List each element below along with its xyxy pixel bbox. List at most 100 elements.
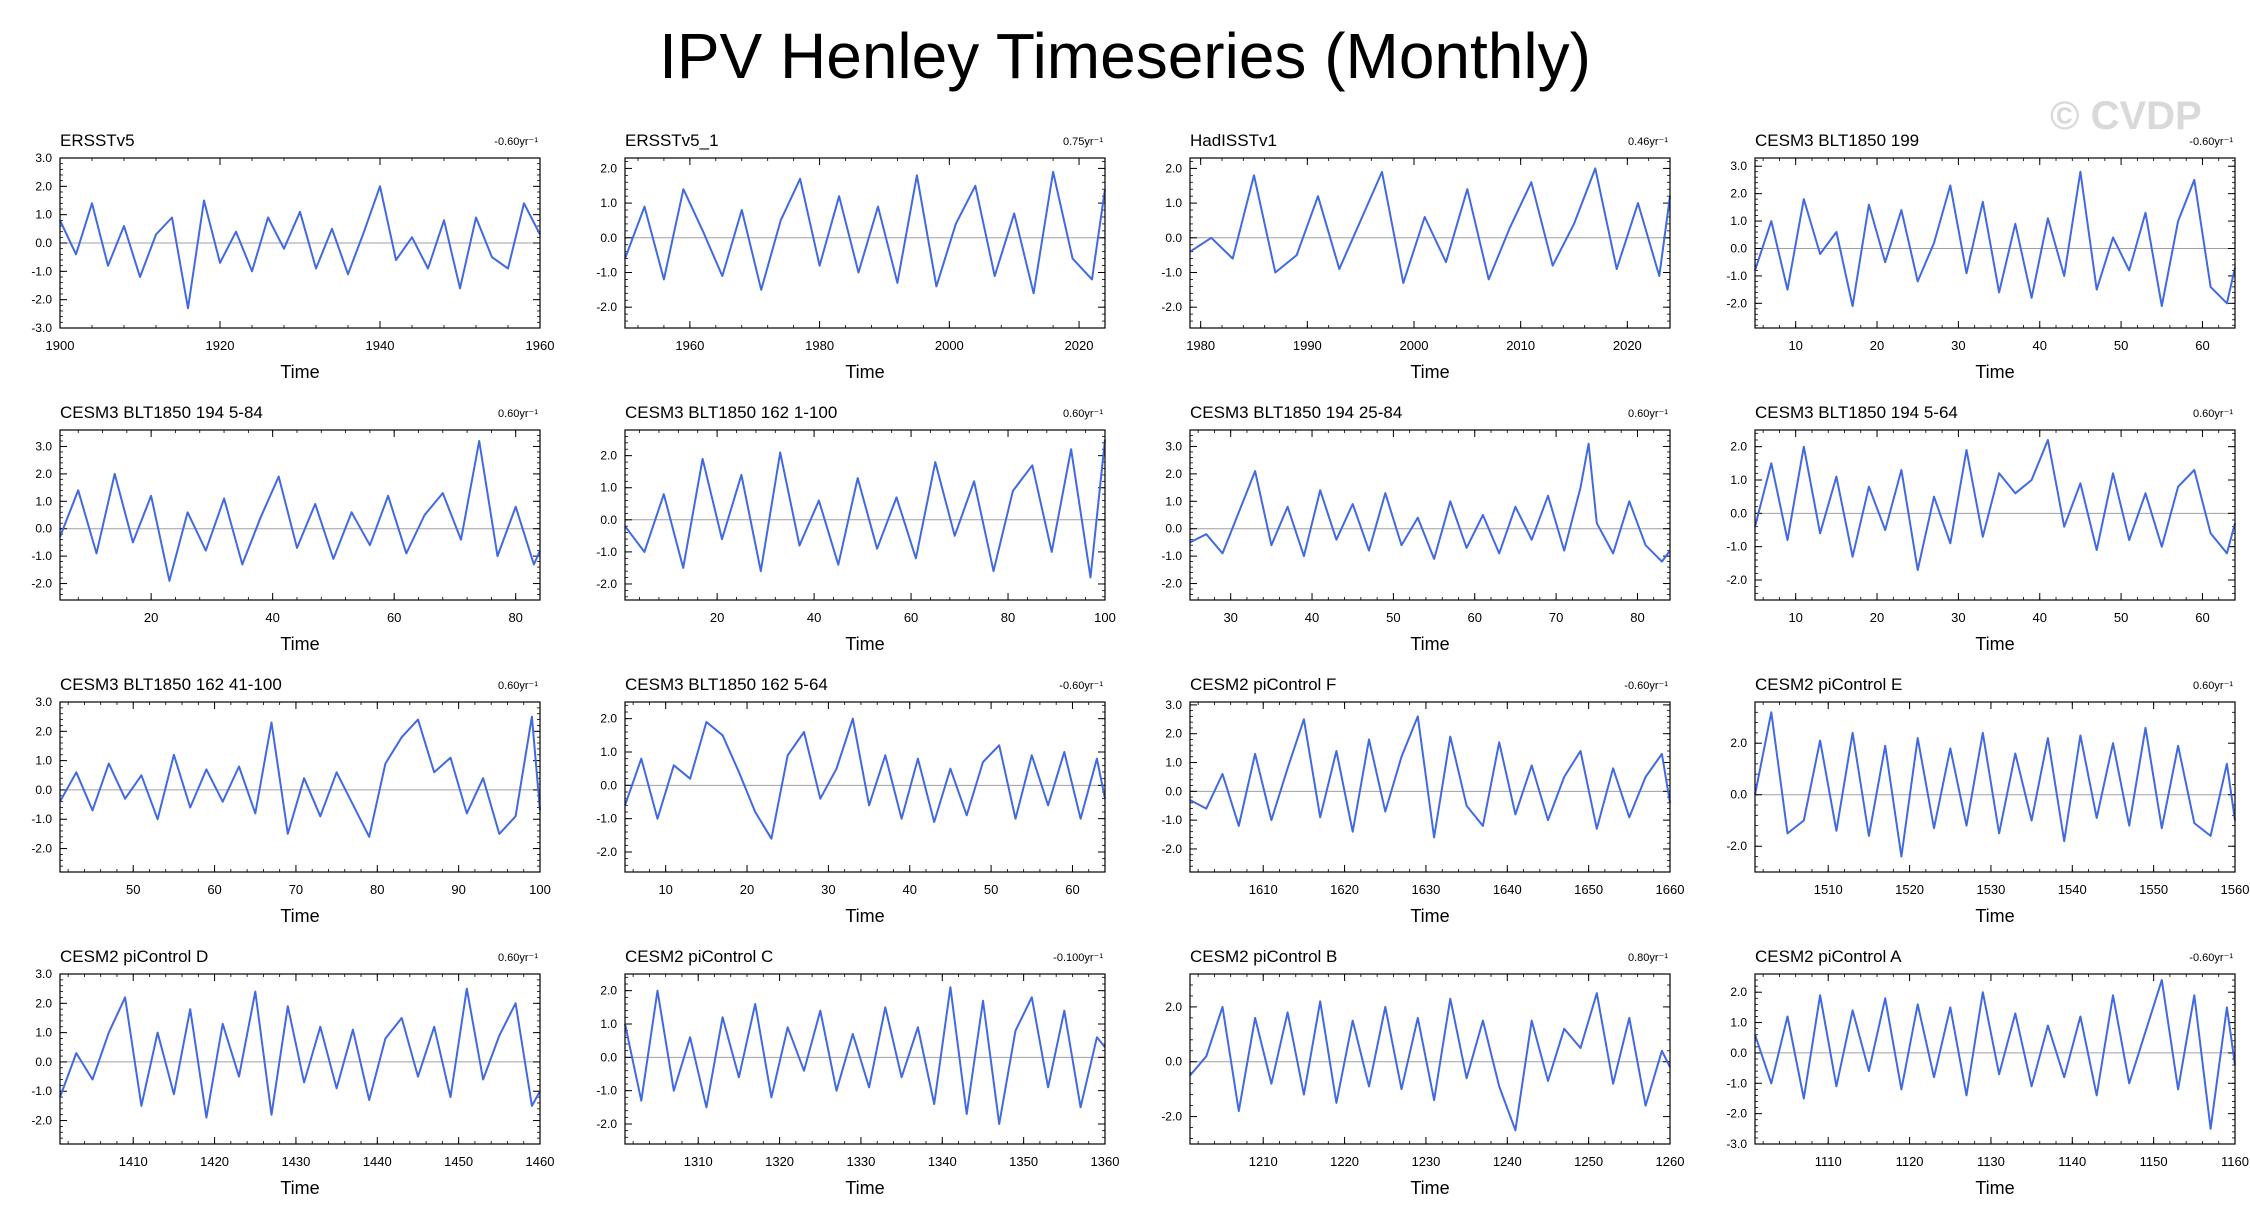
chart-panel-11: CESM2 piControl F -0.60yr⁻¹ -2.0 -1.0 0.0 1.0… [1161,675,1684,926]
plot-frame [1754,701,2236,873]
chart-panel-4: CESM3 BLT1850 199 -0.60yr⁻¹ -2.0 -1.0 0.0 1.0… [1726,131,2236,382]
chart-panel-13: CESM2 piControl D 0.60yr⁻¹ -2.0 -1.0 0.0 1.0 2… [31,947,554,1198]
y-tick-label: 2.0 [35,996,52,1010]
x-tick-label: 1260 [1656,1154,1685,1169]
y-tick-label: 1.0 [600,1017,617,1031]
y-tick-label: -2.0 [1726,1107,1747,1121]
y-tick-label: -1.0 [31,812,52,826]
series-line [59,987,541,1119]
y-tick-label: 1.0 [1730,1016,1747,1030]
y-tick-label: 3.0 [1165,439,1182,453]
trend-label: -0.100yr⁻¹ [1053,952,1103,964]
y-tick-label: 1.0 [1165,196,1182,210]
series-line [624,170,1106,295]
x-tick-label: 10 [1788,338,1802,353]
plot-frame [1189,157,1671,329]
x-axis-label: Time [845,634,884,654]
panel-title: CESM3 BLT1850 194 5-84 [60,403,263,422]
y-tick-label: -1.0 [1161,813,1182,827]
y-tick-label: 3.0 [1165,698,1182,712]
y-tick-label: 2.0 [35,179,52,193]
trend-label: -0.60yr⁻¹ [494,136,538,148]
y-tick-label: -2.0 [596,577,617,591]
chart-panel-1: ERSSTv5 -0.60yr⁻¹ -3.0 -2.0 -1.0 0.0 1.0 2.0 3.0… [31,131,554,382]
x-tick-label: 1630 [1411,882,1440,897]
x-tick-label: 1650 [1574,882,1603,897]
y-tick-label: 0.0 [600,1050,617,1064]
y-tick-label: 1.0 [35,208,52,222]
x-tick-label: 1250 [1574,1154,1603,1169]
panel-title: HadISSTv1 [1190,131,1277,150]
trend-label: 0.46yr⁻¹ [1628,136,1668,148]
y-tick-label: 1.0 [1165,756,1182,770]
x-tick-label: 10 [658,882,672,897]
x-tick-label: 40 [265,610,279,625]
x-tick-label: 70 [1549,610,1563,625]
y-tick-label: -2.0 [1161,842,1182,856]
x-tick-label: 40 [903,882,917,897]
plot-frame [59,429,541,601]
x-tick-label: 1540 [2058,882,2087,897]
series-line [1189,992,1671,1132]
watermark: © CVDP [2050,94,2202,138]
y-tick-label: -1.0 [596,265,617,279]
x-tick-label: 100 [529,882,551,897]
x-tick-label: 40 [807,610,821,625]
x-tick-label: 1120 [1896,1154,1924,1169]
chart-panel-7: CESM3 BLT1850 194 25-84 0.60yr⁻¹ -2.0 -1.0 0… [1161,403,1671,654]
y-tick-label: -2.0 [31,1114,52,1128]
y-tick-label: 1.0 [600,481,617,495]
x-tick-label: 40 [2033,338,2047,353]
series-line [1189,167,1671,284]
plot-frame [1189,701,1671,873]
chart-panel-14: CESM2 piControl C -0.100yr⁻¹ -2.0 -1.0 0.0 1.… [596,947,1119,1198]
x-tick-label: 20 [1870,610,1884,625]
y-tick-label: -2.0 [1726,573,1747,587]
plot-frame [59,157,541,329]
x-tick-label: 50 [2114,610,2128,625]
x-tick-label: 1550 [2139,882,2168,897]
plot-frame [624,701,1106,873]
y-tick-label: 3.0 [35,439,52,453]
chart-panel-6: CESM3 BLT1850 162 1-100 0.60yr⁻¹ -2.0 -1.0 0… [596,403,1116,654]
x-tick-label: 20 [144,610,158,625]
x-tick-label: 60 [387,610,401,625]
panel-title: CESM3 BLT1850 162 1-100 [625,403,837,422]
panel-title: CESM2 piControl F [1190,675,1336,694]
y-tick-label: 0.0 [1730,1046,1747,1060]
y-tick-label: 0.0 [1165,522,1182,536]
y-tick-label: -1.0 [31,1084,52,1098]
x-tick-label: 1350 [1009,1154,1038,1169]
x-tick-label: 1130 [1977,1154,2005,1169]
y-tick-label: -2.0 [596,300,617,314]
y-tick-label: 3.0 [35,695,52,709]
series-line [1189,715,1671,839]
x-tick-label: 80 [370,882,384,897]
trend-label: 0.60yr⁻¹ [2193,680,2233,692]
y-tick-label: -1.0 [31,549,52,563]
x-tick-label: 30 [1951,338,1965,353]
plot-frame [1754,973,2236,1145]
y-tick-label: 0.0 [1730,788,1747,802]
y-tick-label: -1.0 [1726,540,1747,554]
x-tick-label: 30 [821,882,835,897]
x-tick-label: 1110 [1815,1154,1842,1169]
y-tick-label: -1.0 [596,812,617,826]
y-tick-label: -2.0 [31,577,52,591]
x-tick-label: 1230 [1411,1154,1440,1169]
x-tick-label: 30 [1223,610,1237,625]
trend-label: -0.60yr⁻¹ [2189,952,2233,964]
x-tick-label: 50 [126,882,140,897]
y-tick-label: 1.0 [1730,473,1747,487]
y-tick-label: 2.0 [600,161,617,175]
x-tick-label: 100 [1094,610,1116,625]
trend-label: 0.60yr⁻¹ [498,408,538,420]
x-tick-label: 1330 [846,1154,875,1169]
x-tick-label: 1160 [2221,1154,2249,1169]
plot-frame [59,701,541,873]
y-tick-label: 0.0 [35,236,52,250]
y-tick-label: -3.0 [1726,1137,1747,1151]
y-tick-label: 0.0 [1165,231,1182,245]
x-axis-label: Time [280,1178,319,1198]
series-line [1754,979,2236,1130]
